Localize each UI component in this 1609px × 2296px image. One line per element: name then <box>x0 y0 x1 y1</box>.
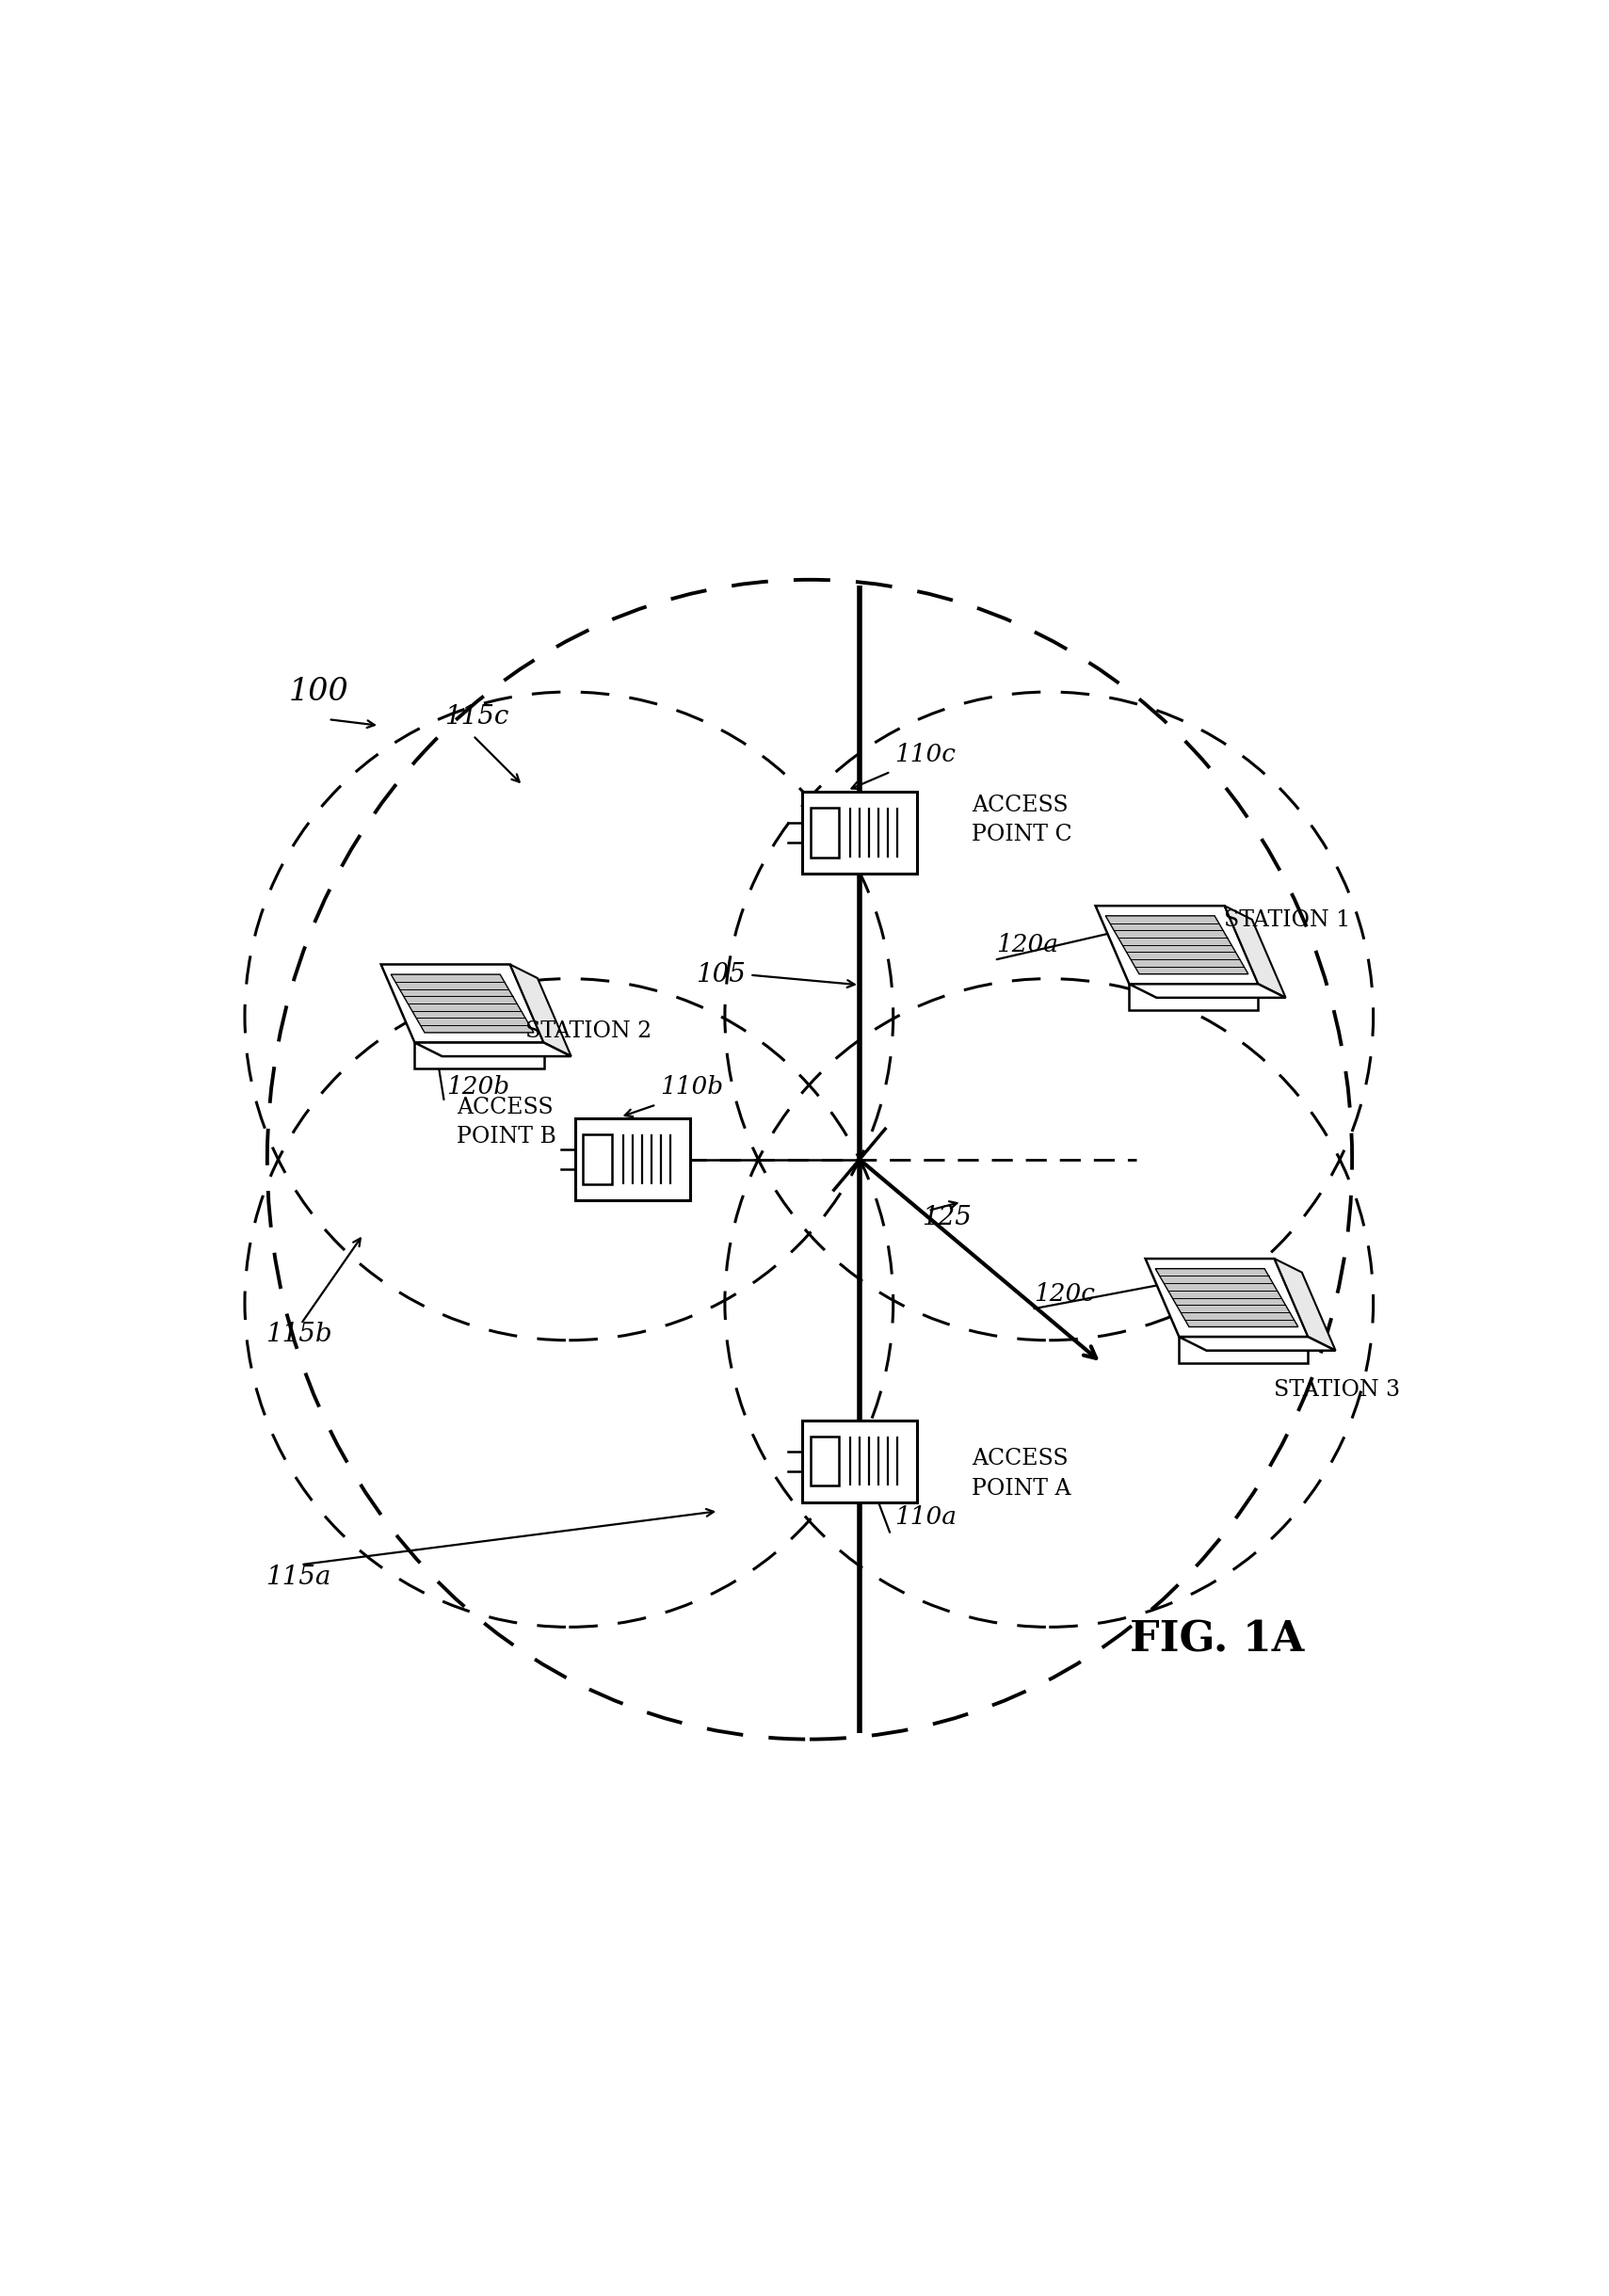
Text: 105: 105 <box>697 962 747 987</box>
FancyBboxPatch shape <box>576 1118 690 1201</box>
Polygon shape <box>1179 1336 1335 1350</box>
Text: 115a: 115a <box>265 1564 331 1589</box>
Polygon shape <box>1155 1270 1298 1327</box>
Text: 100: 100 <box>288 677 349 707</box>
Text: 120a: 120a <box>996 932 1059 957</box>
Text: 125: 125 <box>922 1205 972 1231</box>
Polygon shape <box>381 964 544 1042</box>
Polygon shape <box>1096 907 1258 985</box>
Text: 115b: 115b <box>265 1320 333 1348</box>
Text: ACCESS
POINT B: ACCESS POINT B <box>457 1097 557 1148</box>
FancyBboxPatch shape <box>803 792 917 875</box>
Polygon shape <box>1146 1258 1308 1336</box>
Text: 120b: 120b <box>447 1075 510 1100</box>
Polygon shape <box>1130 985 1258 1010</box>
Text: 110b: 110b <box>660 1075 722 1100</box>
Text: ACCESS
POINT C: ACCESS POINT C <box>972 794 1072 845</box>
Polygon shape <box>391 974 534 1033</box>
Polygon shape <box>510 964 571 1056</box>
Text: STATION 3: STATION 3 <box>1274 1380 1400 1401</box>
Polygon shape <box>1105 916 1249 974</box>
Text: 120c: 120c <box>1035 1283 1096 1306</box>
Text: 115c: 115c <box>444 705 508 730</box>
Text: 110a: 110a <box>895 1506 957 1529</box>
Text: 110c: 110c <box>895 742 956 767</box>
Polygon shape <box>1224 907 1286 999</box>
Polygon shape <box>1274 1258 1335 1350</box>
Polygon shape <box>415 1042 571 1056</box>
FancyBboxPatch shape <box>803 1419 917 1502</box>
Polygon shape <box>415 1042 544 1068</box>
Polygon shape <box>1130 985 1286 999</box>
Polygon shape <box>1179 1336 1308 1364</box>
Text: FIG. 1A: FIG. 1A <box>1130 1619 1305 1660</box>
Text: STATION 1: STATION 1 <box>1224 909 1350 930</box>
Text: ACCESS
POINT A: ACCESS POINT A <box>972 1449 1072 1499</box>
Text: STATION 2: STATION 2 <box>525 1019 652 1042</box>
